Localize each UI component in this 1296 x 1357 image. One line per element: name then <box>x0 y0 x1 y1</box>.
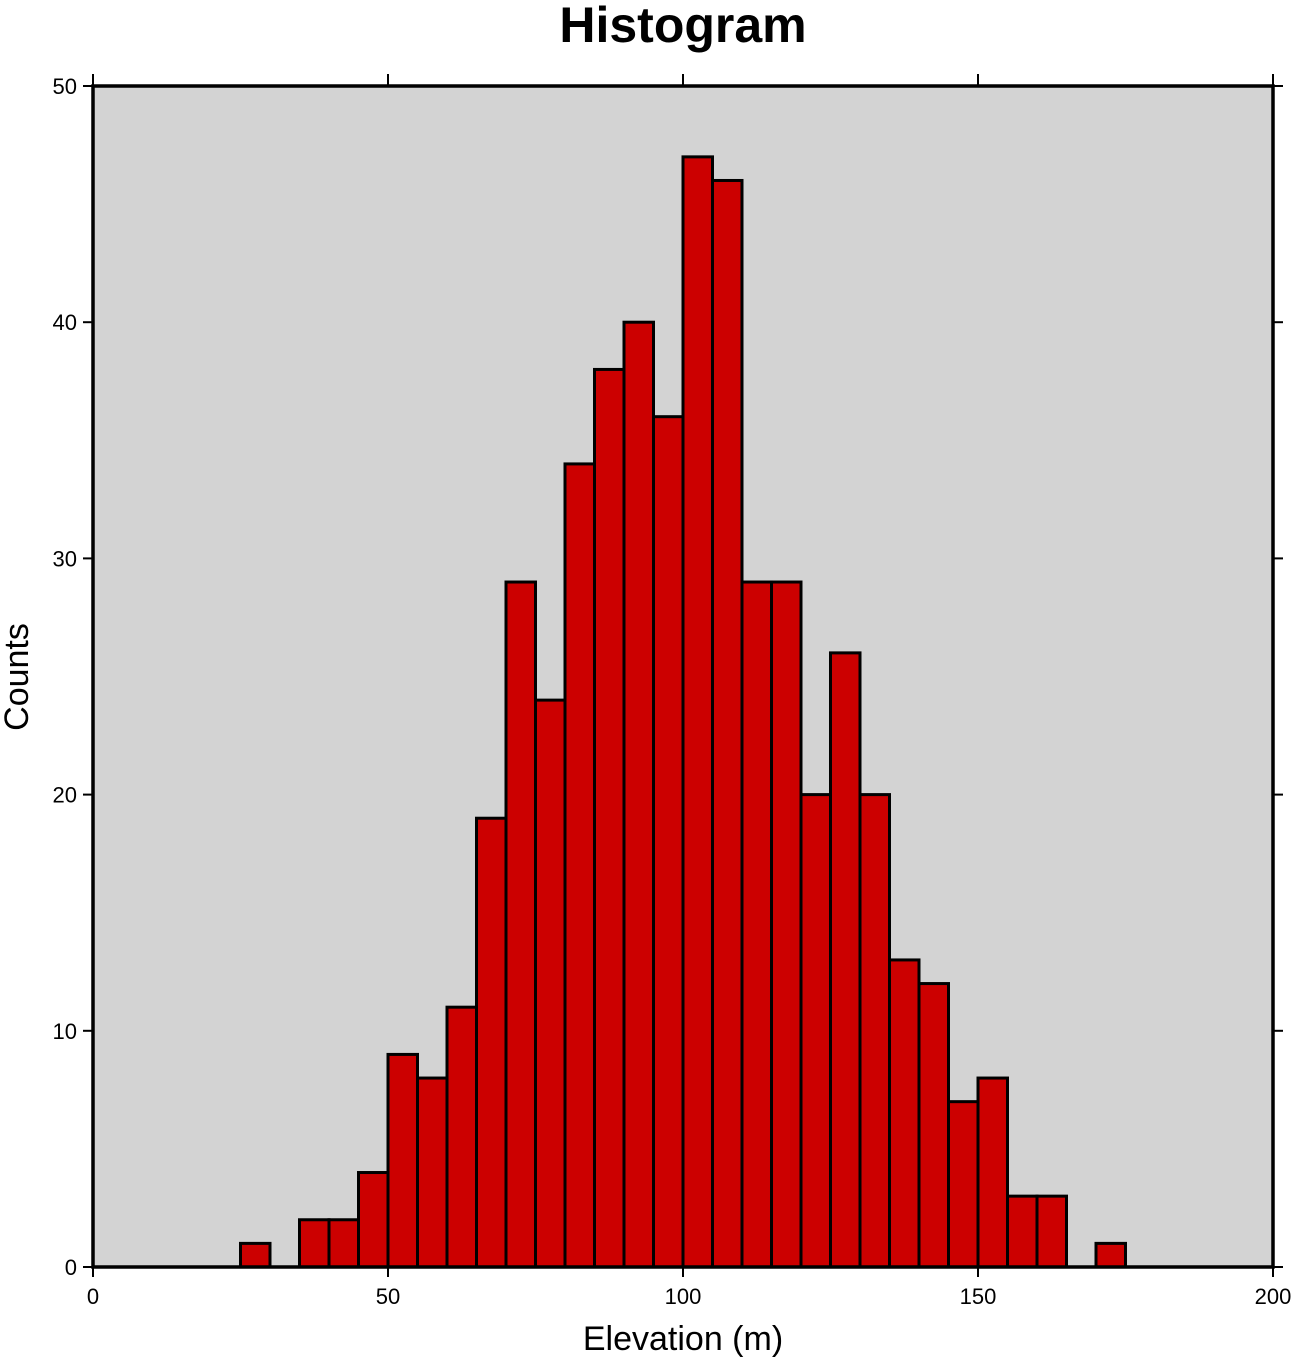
histogram-bar <box>386 1052 419 1269</box>
ticks-group: 0 50 100 150 200 0 10 20 30 40 50 <box>53 74 1292 1309</box>
histogram-bar <box>534 698 567 1269</box>
y-tick-label: 20 <box>53 783 77 808</box>
x-tick-label: 200 <box>1255 1284 1292 1309</box>
chart-title: Histogram <box>559 0 806 53</box>
histogram-bar <box>239 1241 272 1269</box>
histogram-bar <box>416 1076 449 1269</box>
histogram-bar <box>711 178 744 1269</box>
histogram-bar <box>858 793 891 1269</box>
histogram-bar <box>622 320 655 1269</box>
x-tick-label: 50 <box>376 1284 400 1309</box>
plot-frame <box>91 84 1275 1269</box>
histogram-bar <box>593 367 626 1269</box>
histogram-bar <box>917 982 950 1269</box>
histogram-bar <box>475 816 508 1269</box>
histogram-bar <box>1094 1241 1127 1269</box>
y-tick-label: 40 <box>53 310 77 335</box>
histogram-bar <box>740 580 773 1269</box>
histogram-bar <box>298 1218 331 1269</box>
y-tick-label: 30 <box>53 546 77 571</box>
histogram-bar <box>770 580 803 1269</box>
histogram-bar <box>888 958 921 1269</box>
histogram-bar <box>829 651 862 1269</box>
y-tick-label: 50 <box>53 74 77 99</box>
histogram-bar <box>445 1005 478 1269</box>
x-tick-label: 150 <box>960 1284 997 1309</box>
histogram-bar <box>563 462 596 1269</box>
histogram-bar <box>327 1218 360 1269</box>
x-tick-label: 100 <box>665 1284 702 1309</box>
x-tick-label: 0 <box>87 1284 99 1309</box>
histogram-bar <box>357 1171 390 1269</box>
x-axis-label: Elevation (m) <box>583 1320 783 1357</box>
histogram-bar <box>947 1100 980 1269</box>
histogram-bar <box>504 580 537 1269</box>
bars-group <box>239 155 1127 1269</box>
histogram-bar <box>1006 1194 1039 1269</box>
y-tick-label: 0 <box>65 1255 77 1280</box>
y-axis-label: Counts <box>0 623 36 731</box>
histogram-bar <box>652 415 685 1269</box>
histogram-bar <box>976 1076 1009 1269</box>
histogram-bar <box>1035 1194 1068 1269</box>
histogram-bar <box>681 155 714 1269</box>
histogram-bar <box>799 793 832 1269</box>
y-tick-label: 10 <box>53 1019 77 1044</box>
